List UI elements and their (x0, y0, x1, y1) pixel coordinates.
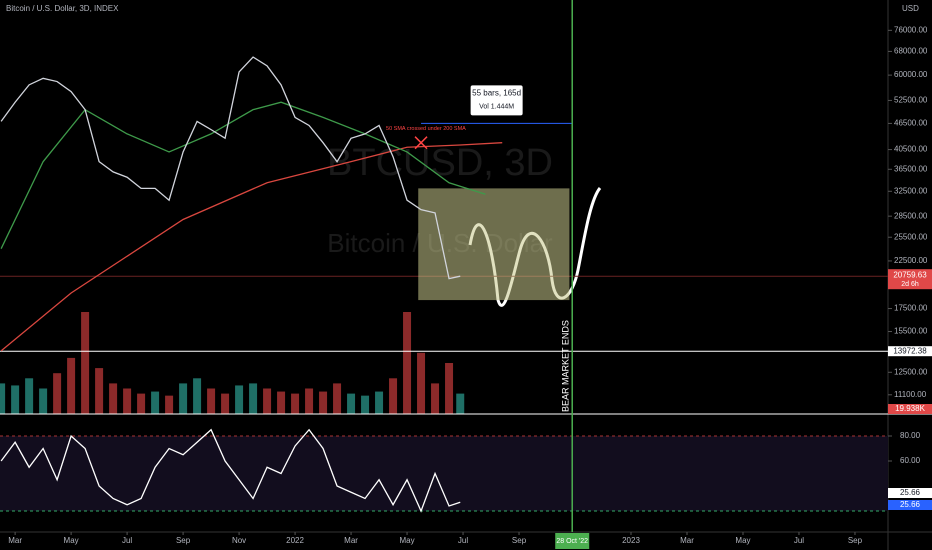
last-price-label: 20759.63 (893, 270, 927, 279)
volume-bar (137, 393, 146, 414)
volume-bar (417, 352, 426, 414)
rsi-last-label: 25.66 (900, 500, 921, 509)
volume-bar (11, 385, 20, 414)
low-line-label-box (888, 346, 932, 357)
cross-label: 50 SMA crossed under 200 SMA (386, 126, 466, 132)
volume-bar (249, 383, 258, 414)
volume-bar (123, 388, 132, 414)
volume-label-box (888, 404, 932, 414)
measure-label: Vol 1.444M (479, 103, 514, 110)
volume-bar (431, 383, 440, 414)
price-line (0, 56, 461, 280)
volume-bar (151, 391, 160, 414)
x-tick-label: 2023 (622, 536, 640, 545)
x-tick-label: Nov (232, 536, 246, 545)
y-tick-label: 36500.00 (894, 164, 928, 173)
volume-bar (291, 393, 300, 414)
volume-bar (193, 378, 202, 414)
volume-bar (109, 383, 118, 414)
vline-label: 28 Oct '22 (556, 538, 588, 545)
vline-label-box (555, 533, 590, 549)
volume-bar (67, 357, 76, 414)
measure-box (470, 85, 523, 116)
volume-bar (221, 393, 230, 414)
y-tick-label: 60000.00 (894, 70, 928, 79)
countdown: 2d 6h (901, 281, 919, 288)
y-tick-label: 11100.00 (894, 390, 927, 399)
volume-bar (0, 383, 6, 414)
range-box (418, 188, 570, 301)
rsi-last-box (888, 500, 932, 510)
y-tick-label: 12500.00 (894, 367, 928, 376)
volume-bar (319, 391, 328, 414)
low-line-label: 13972.38 (893, 346, 927, 355)
volume-bar (53, 373, 62, 414)
x-tick-label: Mar (8, 536, 22, 545)
last-price-box (888, 269, 932, 290)
rsi-band (0, 436, 888, 511)
volume-bar (456, 393, 465, 414)
rsi-line (0, 428, 461, 513)
volume-bar (95, 368, 104, 414)
volume-bar (179, 383, 188, 414)
volume-bar (39, 388, 48, 414)
volume-bar (361, 395, 370, 414)
volume-bar (81, 312, 90, 414)
rsi-tick-label: 80.00 (900, 431, 921, 440)
y-tick-label: 76000.00 (894, 25, 928, 34)
volume-bar (403, 312, 412, 414)
x-tick-label: Jul (794, 536, 804, 545)
volume-label: 19.938K (895, 404, 925, 413)
x-tick-label: Jul (458, 536, 468, 545)
cross-mark (414, 136, 428, 150)
x-tick-label: May (399, 536, 414, 545)
volume-bar (375, 391, 384, 414)
y-tick-label: 15500.00 (894, 327, 928, 336)
y-tick-label: 28500.00 (894, 211, 928, 220)
volume-bar (207, 388, 216, 414)
volume-bar (333, 383, 342, 414)
volume-bar (165, 395, 174, 414)
rsi-last-label: 25.66 (900, 488, 921, 497)
y-tick-label: 46500.00 (894, 119, 928, 128)
x-tick-label: May (64, 536, 79, 545)
volume-bar (445, 363, 454, 414)
x-tick-label: Mar (344, 536, 358, 545)
volume-bar (389, 378, 398, 414)
x-tick-label: Sep (848, 536, 863, 545)
watermark: BTCUSD, 3D (327, 142, 553, 184)
x-tick-label: 2022 (286, 536, 304, 545)
volume-bar (263, 388, 272, 414)
rsi-last-box (888, 488, 932, 498)
y-tick-label: 32500.00 (894, 186, 928, 195)
volume-bar (347, 393, 356, 414)
volume-bar (305, 388, 314, 414)
x-tick-label: Sep (176, 536, 191, 545)
volume-bar (277, 391, 286, 414)
chart-title: Bitcoin / U.S. Dollar, 3D, INDEX (6, 4, 119, 13)
y-tick-label: 17500.00 (894, 304, 928, 313)
vline-text: BEAR MARKET ENDS (561, 320, 571, 412)
y-tick-label: 52500.00 (894, 96, 928, 105)
x-tick-label: Jul (122, 536, 132, 545)
x-tick-label: Mar (680, 536, 694, 545)
x-tick-label: May (735, 536, 750, 545)
sma200-line (0, 142, 503, 352)
y-tick-label: 68000.00 (894, 47, 928, 56)
measure-label: 55 bars, 165d (472, 89, 521, 98)
rsi-tick-label: 60.00 (900, 456, 921, 465)
volume-bar (25, 378, 34, 414)
currency: USD (902, 4, 919, 13)
y-tick-label: 22500.00 (894, 256, 928, 265)
volume-bar (235, 385, 244, 414)
x-tick-label: Sep (512, 536, 527, 545)
y-tick-label: 40500.00 (894, 145, 928, 154)
y-tick-label: 25500.00 (894, 232, 928, 241)
